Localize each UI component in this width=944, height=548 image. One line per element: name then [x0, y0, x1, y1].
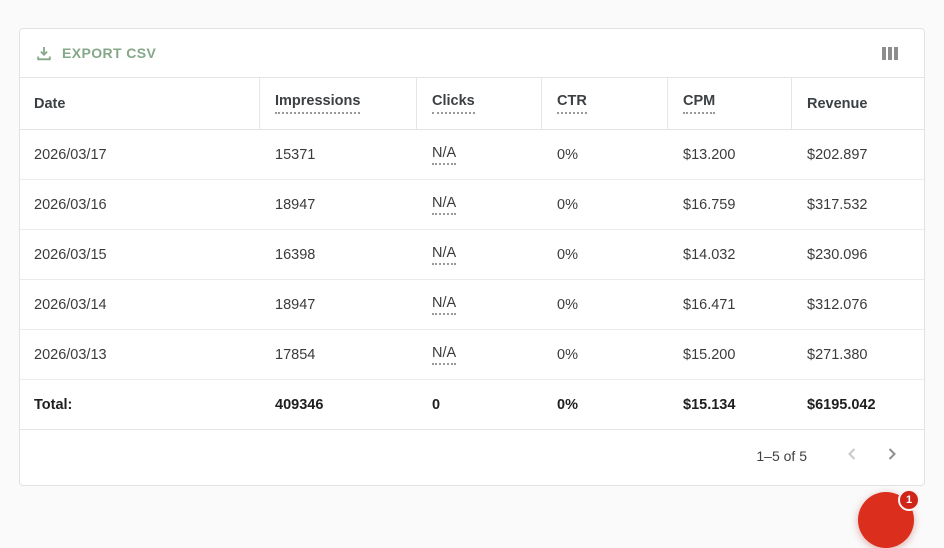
cell-clicks: N/A — [416, 195, 541, 215]
na-tooltip-value[interactable]: N/A — [432, 345, 457, 365]
cell-impressions: 18947 — [275, 296, 316, 313]
cell-ctr: 0% — [557, 346, 578, 363]
cell-clicks: N/A — [416, 295, 541, 315]
header-ctr-label: CTR — [557, 93, 587, 114]
table-row: 2026/03/13 17854 N/A 0% $15.200 $271.380 — [20, 330, 924, 380]
cell-date: 2026/03/16 — [34, 196, 107, 213]
report-table-card: EXPORT CSV Date Impressions Clicks CTR C… — [19, 28, 925, 486]
cell-revenue: $312.076 — [807, 296, 868, 313]
next-page-button[interactable] — [879, 443, 905, 469]
table-row: 2026/03/15 16398 N/A 0% $14.032 $230.096 — [20, 230, 924, 280]
cell-clicks: N/A — [416, 345, 541, 365]
header-date-label: Date — [34, 95, 66, 112]
chevron-left-icon — [844, 446, 860, 465]
cell-clicks: N/A — [416, 145, 541, 165]
cell-revenue: $271.380 — [807, 346, 868, 363]
cell-date: 2026/03/14 — [34, 296, 107, 313]
total-revenue: $6195.042 — [807, 396, 876, 413]
cell-ctr: 0% — [557, 296, 578, 313]
total-cpm: $15.134 — [683, 396, 736, 413]
header-revenue: Revenue — [791, 78, 924, 129]
pagination-bar: 1–5 of 5 — [20, 430, 924, 481]
export-csv-label: EXPORT CSV — [62, 45, 157, 61]
cell-impressions: 16398 — [275, 246, 316, 263]
chat-notification-badge: 1 — [898, 489, 920, 511]
cell-impressions: 18947 — [275, 196, 316, 213]
cell-revenue: $230.096 — [807, 246, 868, 263]
table-row: 2026/03/17 15371 N/A 0% $13.200 $202.897 — [20, 130, 924, 180]
table-row: 2026/03/14 18947 N/A 0% $16.471 $312.076 — [20, 280, 924, 330]
column-picker-icon[interactable] — [880, 45, 900, 62]
cell-cpm: $16.759 — [683, 196, 736, 213]
download-icon — [35, 44, 53, 62]
header-revenue-label: Revenue — [807, 95, 868, 112]
cell-impressions: 17854 — [275, 346, 316, 363]
total-ctr: 0% — [557, 396, 578, 413]
header-cpm[interactable]: CPM — [667, 78, 791, 129]
header-clicks-label: Clicks — [432, 93, 475, 114]
table-header-row: Date Impressions Clicks CTR CPM Revenue — [20, 78, 924, 130]
table-total-row: Total: 409346 0 0% $15.134 $6195.042 — [20, 380, 924, 430]
cell-cpm: $16.471 — [683, 296, 736, 313]
cell-clicks: N/A — [416, 245, 541, 265]
cell-ctr: 0% — [557, 196, 578, 213]
cell-impressions: 15371 — [275, 146, 316, 163]
cell-cpm: $15.200 — [683, 346, 736, 363]
pagination-range-label: 1–5 of 5 — [756, 447, 807, 464]
cell-date: 2026/03/17 — [34, 146, 107, 163]
header-clicks[interactable]: Clicks — [416, 78, 541, 129]
header-ctr[interactable]: CTR — [541, 78, 667, 129]
cell-cpm: $13.200 — [683, 146, 736, 163]
na-tooltip-value[interactable]: N/A — [432, 195, 457, 215]
cell-ctr: 0% — [557, 246, 578, 263]
na-tooltip-value[interactable]: N/A — [432, 295, 457, 315]
cell-ctr: 0% — [557, 146, 578, 163]
na-tooltip-value[interactable]: N/A — [432, 145, 457, 165]
cell-date: 2026/03/13 — [34, 346, 107, 363]
header-cpm-label: CPM — [683, 93, 716, 114]
header-date: Date — [20, 78, 259, 129]
chevron-right-icon — [884, 446, 900, 465]
header-impressions-label: Impressions — [275, 93, 361, 114]
table-row: 2026/03/16 18947 N/A 0% $16.759 $317.532 — [20, 180, 924, 230]
cell-revenue: $317.532 — [807, 196, 868, 213]
cell-cpm: $14.032 — [683, 246, 736, 263]
table-toolbar: EXPORT CSV — [20, 29, 924, 78]
total-clicks: 0 — [432, 396, 441, 413]
export-csv-button[interactable]: EXPORT CSV — [35, 44, 156, 62]
cell-date: 2026/03/15 — [34, 246, 107, 263]
cell-revenue: $202.897 — [807, 146, 868, 163]
na-tooltip-value[interactable]: N/A — [432, 245, 457, 265]
header-impressions[interactable]: Impressions — [259, 78, 416, 129]
total-impressions: 409346 — [275, 396, 324, 413]
previous-page-button[interactable] — [839, 443, 865, 469]
total-label: Total: — [34, 396, 73, 413]
